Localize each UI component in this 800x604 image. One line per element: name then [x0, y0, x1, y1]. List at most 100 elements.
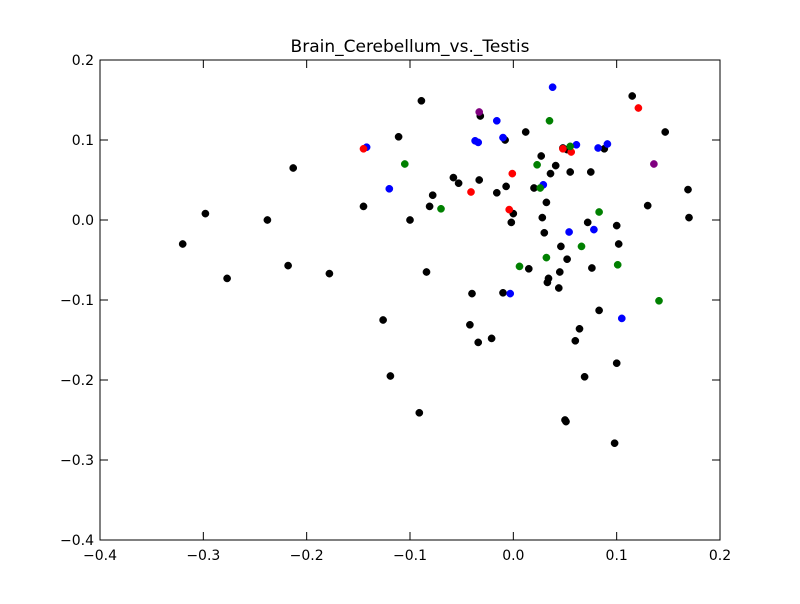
data-point	[536, 184, 545, 192]
series-group	[359, 104, 643, 214]
x-tick-label: 0.0	[502, 548, 524, 564]
data-point	[508, 169, 517, 178]
x-tick-label: −0.1	[393, 548, 427, 564]
data-point	[614, 240, 623, 248]
data-point	[595, 306, 603, 315]
data-point	[613, 260, 622, 269]
data-point	[542, 198, 551, 207]
data-point	[454, 179, 463, 188]
data-point	[521, 128, 530, 136]
data-point	[559, 144, 567, 153]
data-point	[661, 128, 670, 136]
data-point	[449, 173, 458, 182]
data-point	[557, 242, 565, 251]
series-group	[362, 83, 626, 323]
data-point	[502, 182, 510, 191]
data-point	[595, 208, 603, 216]
data-point	[524, 264, 533, 273]
data-point	[634, 104, 643, 112]
y-tick-label: −0.4	[60, 533, 94, 549]
data-point	[499, 133, 507, 142]
data-point	[566, 168, 575, 176]
data-point	[201, 209, 210, 218]
data-point	[562, 417, 570, 426]
series-group	[475, 108, 658, 168]
data-point	[542, 253, 551, 262]
data-point	[580, 372, 589, 381]
data-point	[475, 108, 484, 116]
data-point	[643, 201, 652, 210]
data-point	[425, 202, 434, 211]
y-tick-label: −0.3	[60, 453, 94, 469]
data-point	[586, 168, 595, 176]
data-point	[610, 439, 619, 448]
points-layer	[178, 83, 693, 448]
data-point	[617, 314, 626, 323]
data-point	[583, 218, 592, 227]
y-tick-label: 0.1	[72, 133, 94, 149]
data-point	[422, 268, 431, 276]
data-point	[566, 142, 575, 151]
y-tick-label: 0.2	[72, 53, 94, 69]
data-point	[325, 269, 334, 278]
data-point	[385, 184, 394, 193]
x-tick-label: −0.3	[186, 548, 220, 564]
series-group	[400, 116, 663, 305]
data-point	[545, 116, 554, 125]
data-point	[577, 242, 586, 251]
data-point	[515, 262, 524, 271]
data-point	[223, 274, 231, 283]
data-point	[428, 191, 437, 200]
x-tick-label: 0.2	[709, 548, 731, 564]
data-point	[379, 316, 387, 324]
data-point	[590, 225, 598, 234]
data-point	[474, 338, 483, 347]
data-point	[468, 289, 476, 298]
data-point	[685, 213, 693, 222]
data-point	[475, 176, 484, 184]
data-point	[537, 152, 546, 160]
data-point	[650, 160, 658, 168]
data-point	[507, 218, 516, 227]
y-tick-label: −0.1	[60, 293, 94, 309]
x-tick-label: −0.2	[290, 548, 324, 564]
data-point	[466, 320, 474, 329]
data-point	[359, 144, 368, 153]
data-point	[359, 202, 368, 211]
data-point	[505, 205, 514, 214]
data-point	[417, 96, 426, 105]
data-point	[538, 213, 547, 222]
y-tick-label: −0.2	[60, 373, 94, 389]
data-point	[628, 92, 637, 100]
data-point	[474, 138, 483, 147]
data-point	[548, 83, 557, 92]
data-point	[563, 255, 571, 264]
data-point	[571, 336, 580, 345]
data-point	[612, 359, 621, 368]
data-point	[487, 334, 496, 343]
data-point	[400, 160, 409, 168]
data-point	[492, 188, 501, 197]
data-point	[684, 185, 692, 194]
data-point	[289, 164, 298, 172]
data-point	[565, 228, 573, 236]
data-point	[555, 268, 564, 276]
data-point	[554, 284, 563, 292]
data-point	[492, 116, 501, 125]
data-point	[551, 161, 560, 170]
data-point	[263, 216, 272, 224]
x-tick-label: −0.4	[83, 548, 117, 564]
data-point	[386, 372, 395, 380]
data-point	[406, 216, 414, 224]
data-point	[594, 144, 602, 152]
data-point	[533, 160, 541, 169]
data-point	[437, 204, 445, 213]
ticks-layer: −0.4 −0.3 −0.2 −0.1 0.0 0.1 0.2 −0.4 −0.3 −0.2 −0.…	[60, 53, 731, 564]
data-point	[284, 261, 292, 270]
data-point	[544, 274, 553, 283]
data-point	[588, 264, 596, 272]
data-point	[499, 288, 507, 297]
data-point	[546, 169, 555, 178]
data-point	[575, 324, 584, 333]
